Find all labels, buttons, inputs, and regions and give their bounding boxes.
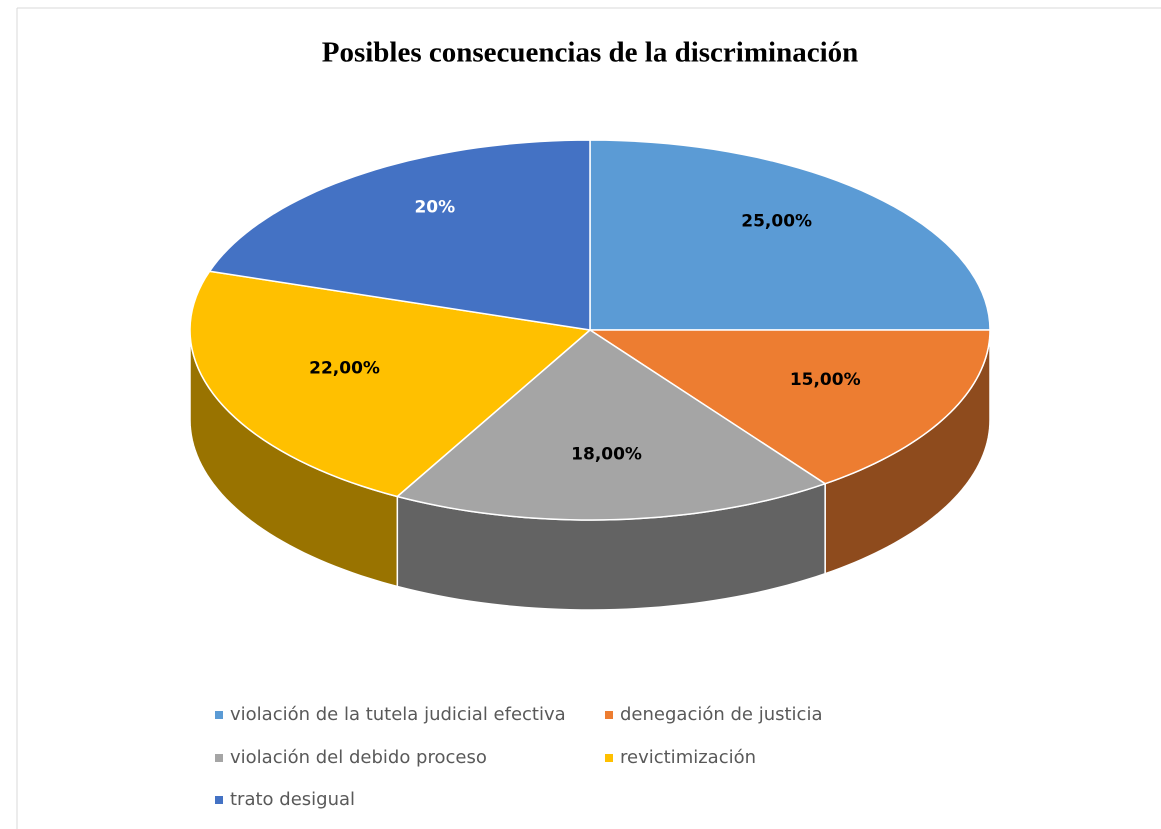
- data-label: 20%: [414, 197, 455, 217]
- pie-slice: [589, 139, 991, 331]
- legend-swatch: [215, 796, 223, 804]
- chart-title: Posibles consecuencias de la discriminac…: [322, 37, 859, 69]
- legend-label: violación de la tutela judicial efectiva: [230, 704, 566, 725]
- legend-swatch: [215, 754, 223, 762]
- legend-label: denegación de justicia: [620, 704, 822, 725]
- pie-slice: [395, 329, 827, 521]
- data-label: 15,00%: [790, 370, 861, 390]
- legend-swatch: [215, 711, 223, 719]
- legend-label: violación del debido proceso: [230, 747, 487, 768]
- legend-label: trato desigual: [230, 789, 355, 810]
- data-label: 25,00%: [741, 211, 812, 231]
- legend-swatch: [605, 754, 613, 762]
- pie-slice: [189, 270, 592, 498]
- data-label: 22,00%: [309, 358, 380, 378]
- data-label: 18,00%: [571, 445, 642, 465]
- pie-slice: [587, 329, 991, 485]
- pie-slice: [208, 139, 591, 331]
- legend-label: revictimización: [620, 747, 756, 768]
- legend-swatch: [605, 711, 613, 719]
